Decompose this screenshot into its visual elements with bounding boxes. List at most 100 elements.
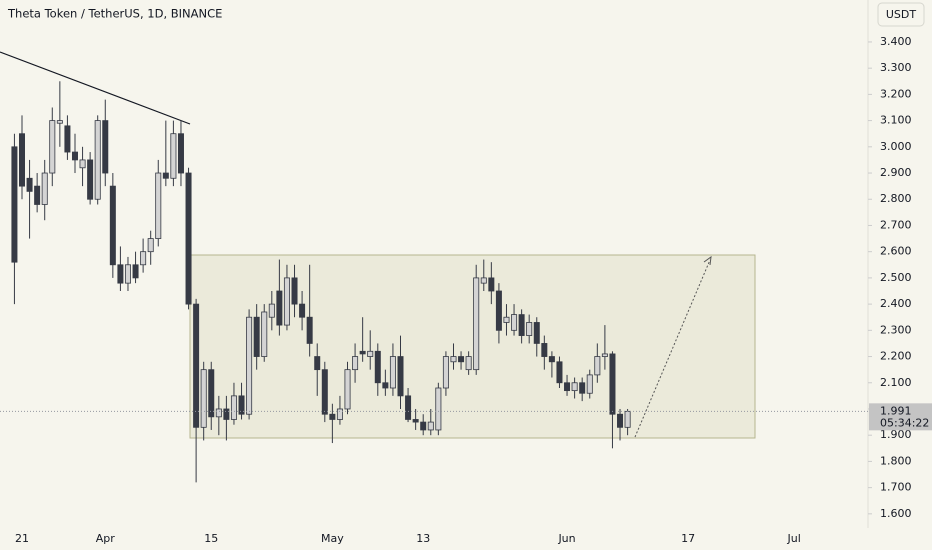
candle-body [56,120,63,124]
candle-body [382,382,389,389]
candle-body [230,395,237,420]
countdown-label: 05:34:22 [880,416,929,429]
currency-button[interactable] [877,2,925,27]
candle-body [314,356,321,371]
candle-body [495,290,502,331]
x-tick-label: 21 [15,532,29,545]
candle-body [548,356,555,363]
y-tick-label: 2.800 [880,192,912,205]
candle-body [117,264,124,284]
projection-arrow [634,259,711,438]
y-tick-label: 3.200 [880,87,912,100]
x-tick-label: May [321,532,344,545]
candle-body [132,264,139,279]
x-tick-label: Jun [557,532,575,545]
candle-body [609,353,616,415]
y-tick-label: 1.800 [880,454,912,467]
candle-body [397,356,404,397]
y-tick-label: 3.000 [880,140,912,153]
candle-body [442,356,449,389]
candle-body [283,277,290,326]
candle-body [518,314,525,336]
candle-body [41,172,48,205]
y-tick-label: 1.900 [880,428,912,441]
candle-body [268,303,275,318]
y-tick-label: 2.700 [880,218,912,231]
candle-body [170,133,177,179]
y-tick-label: 2.400 [880,297,912,310]
y-tick-label: 3.400 [880,35,912,48]
y-tick-label: 2.500 [880,271,912,284]
candle-body [185,172,192,305]
arrow-head [703,255,712,266]
candle-body [367,350,374,357]
candle-body [564,382,571,392]
candle-body [155,172,162,239]
candle-body [26,177,33,192]
candle-body [344,369,351,410]
candle-body [420,421,427,431]
currency-label: USDT [886,8,917,21]
y-tick-label: 2.600 [880,245,912,258]
candle-body [352,356,359,371]
candle-body [465,356,472,371]
y-tick-label: 2.100 [880,376,912,389]
candle-body [94,120,101,200]
x-tick-label: Jul [786,532,800,545]
x-tick-label: 15 [204,532,218,545]
y-tick-label: 3.100 [880,114,912,127]
last-price-label: 1.991 [880,404,912,417]
y-tick-label: 1.700 [880,481,912,494]
candle-body [473,277,480,371]
y-tick-label: 3.300 [880,61,912,74]
candle-body [299,303,306,318]
candle-body [223,408,230,420]
candle-body [480,277,487,284]
last-price-box [869,403,932,431]
candle-body [177,133,184,174]
candle-body [556,361,563,384]
candle-body [405,395,412,420]
candle-body [102,120,109,174]
candle-body [162,172,169,179]
candle-body [200,369,207,428]
candle-body [71,151,78,161]
candle-body [503,316,510,323]
y-tick-label: 2.300 [880,323,912,336]
candle-body [246,316,253,415]
y-tick-label: 1.600 [880,507,912,520]
candle-body [147,238,154,253]
candle-body [458,356,465,363]
y-tick-label: 2.200 [880,350,912,363]
candle-body [594,356,601,376]
candle-body [49,120,56,174]
candle-body [140,251,147,266]
candle-body [329,413,336,420]
candle-body [306,316,313,344]
candle-body [215,408,222,418]
candle-body [321,369,328,415]
candle-body [109,185,116,266]
candle-body [435,387,442,431]
candle-body [124,264,131,284]
candle-body [193,303,200,428]
candle-body [389,356,396,389]
candle-body [359,350,366,355]
candle-body [79,159,86,169]
candle-body [533,322,540,344]
candle-body [11,146,18,263]
candle-body [579,382,586,394]
candle-body [617,413,624,428]
candle-body [586,374,593,394]
chart-title: Theta Token / TetherUS, 1D, BINANCE [7,7,222,21]
candle-body [541,343,548,357]
trend-line [0,51,191,125]
candle-body [64,125,71,153]
candle-body [450,356,457,363]
candle-body [336,408,343,420]
candle-body [253,316,260,357]
candle-body [601,353,608,357]
x-tick-label: 13 [416,532,430,545]
candle-body [488,277,495,292]
candle-body [34,185,41,205]
